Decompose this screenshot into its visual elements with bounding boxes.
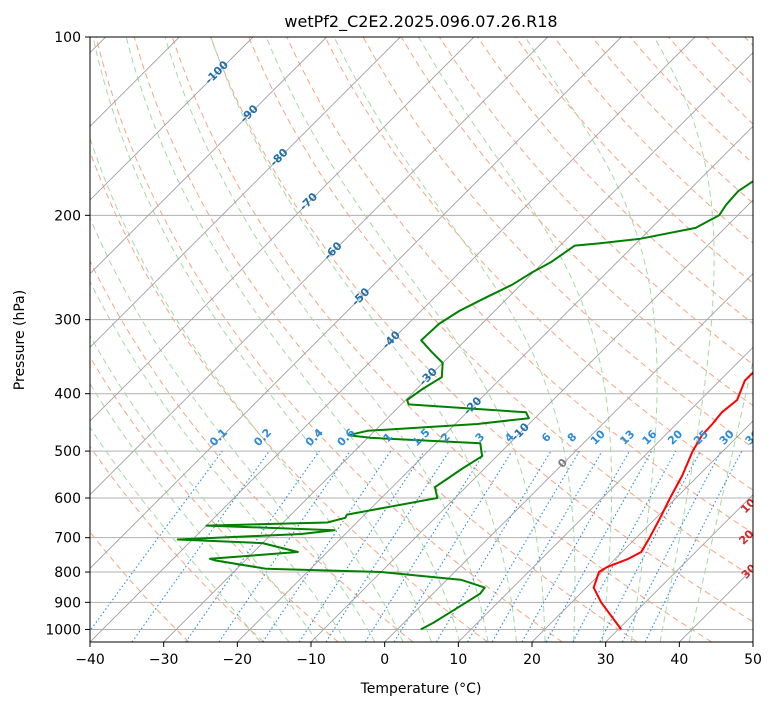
x-tick-label: −40: [75, 652, 105, 668]
x-tick-label: 50: [744, 652, 762, 668]
mixing-ratio-line: [90, 450, 223, 632]
isotherm: [90, 37, 475, 422]
isotherm: [90, 37, 548, 496]
y-tick-label: 100: [54, 30, 81, 46]
mixing-ratio-line: [218, 450, 351, 642]
mixing-ratio-line: [185, 450, 320, 642]
y-tick-label: 800: [54, 565, 81, 581]
y-tick-label: 900: [54, 595, 81, 611]
moist-adiabats: [90, 37, 753, 642]
y-axis-label: Pressure (hPa): [12, 290, 28, 390]
y-tick-label: 600: [54, 491, 81, 507]
moist-adiabat: [92, 37, 432, 642]
y-tick-label: 200: [54, 208, 81, 224]
isotherm: [163, 52, 753, 642]
mixing-ratio-line: [393, 450, 513, 642]
mixing-ratio-line: [298, 450, 425, 642]
y-axis: 100 200 300 400 500 600 700 800 900 1000: [45, 30, 90, 638]
y-tick-label: 300: [54, 313, 81, 329]
x-tick-label: −20: [223, 652, 253, 668]
isotherm: [90, 37, 327, 275]
x-tick-label: −30: [149, 652, 179, 668]
sounding-series: [176, 180, 753, 631]
y-tick-label: 700: [54, 531, 81, 547]
mixing-ratio-line: [131, 450, 270, 642]
x-axis: −40 −30 −20 −10 0 10 20 30 40 50: [75, 642, 762, 668]
moist-adiabat: [90, 382, 290, 642]
dry-adiabat: [515, 37, 753, 284]
isotherm: [90, 37, 401, 348]
isotherms: [90, 37, 753, 642]
moist-adiabat: [688, 358, 753, 642]
y-tick-label: 500: [54, 444, 81, 460]
isotherm: [90, 37, 696, 642]
mixing-ratio-line: [521, 450, 630, 642]
isotherm: [237, 125, 753, 642]
isotherm: [310, 199, 753, 642]
moist-adiabat: [164, 37, 489, 642]
dry-adiabats: [90, 37, 753, 642]
x-tick-label: −10: [296, 652, 326, 668]
moist-adiabat: [524, 37, 658, 642]
moist-adiabat: [90, 426, 261, 642]
moist-adiabat: [265, 37, 546, 642]
dry-adiabat: [286, 37, 753, 534]
dry-adiabat: [324, 37, 753, 491]
mixing-ratio-line: [262, 450, 392, 642]
moist-adiabat: [653, 37, 715, 642]
y-tick-label: 1000: [45, 622, 81, 638]
x-tick-label: 20: [523, 652, 541, 668]
chart-title: wetPf2_C2E2.2025.096.07.26.R18: [284, 12, 557, 32]
isotherm: [458, 346, 753, 642]
dry-adiabat: [95, 37, 563, 642]
mixing-ratio-label: 36: [743, 427, 763, 447]
dry-adiabat: [248, 37, 753, 578]
moist-adiabat: [125, 37, 461, 642]
moist-adiabat: [90, 280, 347, 642]
dry-adiabat: [90, 259, 414, 642]
mixing-ratio-line: [644, 450, 743, 642]
x-tick-label: 10: [449, 652, 467, 668]
moist-adiabat: [418, 37, 613, 642]
dry-adiabat: [171, 37, 712, 642]
moist-adiabat: [90, 334, 319, 642]
dry-adiabat: [90, 356, 339, 642]
plot-frame: [89, 36, 754, 643]
isotherm: [90, 37, 622, 569]
isotherm: [605, 494, 753, 642]
y-tick-label: 400: [54, 387, 81, 403]
isotherm: [531, 420, 753, 642]
mixing-ratio-line: [545, 450, 653, 642]
x-axis-label: Temperature (°C): [360, 681, 482, 697]
isotherm: [384, 273, 753, 642]
x-tick-label: 0: [380, 652, 389, 668]
isotherm: [90, 37, 254, 201]
dewpoint-line: [176, 180, 753, 631]
dry-adiabat: [90, 445, 264, 642]
x-tick-label: 40: [670, 652, 688, 668]
x-tick-label: 30: [597, 652, 615, 668]
temperature-line: [592, 371, 753, 630]
dry-adiabat: [210, 37, 753, 623]
mixing-ratio-line: [325, 450, 450, 642]
